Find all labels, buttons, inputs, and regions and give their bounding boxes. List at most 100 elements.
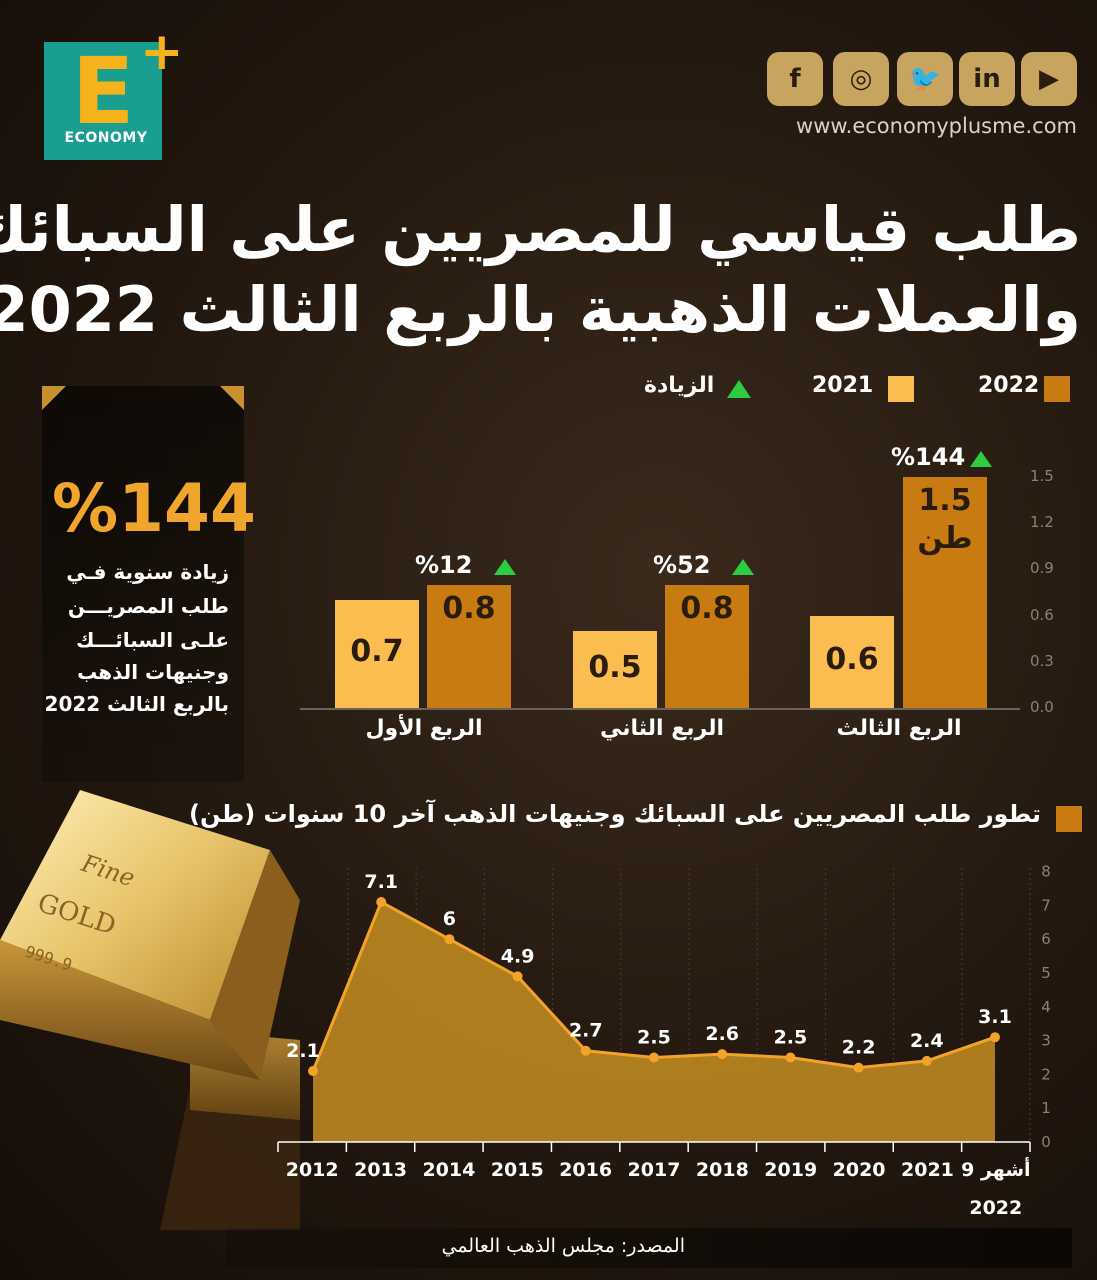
data-point [990, 1032, 1000, 1043]
data-label: 4.9 [501, 945, 535, 967]
linkedin-icon[interactable]: in [959, 52, 1015, 106]
increase-label: %144 [891, 443, 966, 471]
bar-y-tick: 1.2 [1030, 513, 1054, 532]
economy-logo: E + ECONOMY [44, 26, 184, 162]
line-chart-title: تطور طلب المصريين على السبائك وجنيهات ال… [189, 800, 1041, 828]
data-point [580, 1045, 591, 1056]
increase-label: %52 [653, 550, 711, 579]
logo-plus-icon: + [140, 22, 184, 82]
legend-label-2022: 2022 [978, 373, 1040, 398]
bar-2022-value: 0.8 [442, 590, 496, 626]
line-y-tick: 4 [1041, 998, 1051, 1016]
source-bar [226, 1228, 1072, 1268]
youtube-glyph: ▶ [1039, 64, 1059, 94]
x-tick-label: 2013 [354, 1159, 407, 1181]
website-link[interactable]: www.economyplusme.com [796, 114, 1077, 138]
side-panel-line-5: بالربع الثالث 2022 [44, 692, 229, 716]
bar-y-tick: 0.0 [1030, 698, 1054, 716]
data-point [785, 1052, 796, 1063]
bar-y-tick: 0.9 [1030, 559, 1054, 578]
instagram-glyph: ◎ [849, 64, 873, 94]
legend-label-2021: 2021 [812, 373, 874, 398]
legend-swatch-2022 [1044, 376, 1070, 402]
bar-2022-value: 1.5 [918, 483, 972, 518]
line-y-tick: 6 [1041, 930, 1051, 948]
legend-label-increase: الزيادة [644, 373, 715, 398]
facebook-icon[interactable]: f [767, 52, 823, 106]
bar-2021-value: 0.7 [350, 634, 404, 670]
bar-y-tick: 0.6 [1030, 605, 1054, 624]
increase-arrow-icon [970, 451, 992, 467]
x-tick-label: 2017 [628, 1159, 681, 1181]
page-title-line-2: والعملات الذهبية بالربع الثالث 2022 [0, 273, 1081, 346]
x-tick-label: 2020 [833, 1159, 886, 1181]
side-panel-line-1: زيادة سنوية فـي [66, 560, 229, 584]
gold-bar-illustration: Fine GOLD 999.9 [0, 790, 300, 1230]
data-point [512, 971, 523, 982]
data-label: 2.1 [286, 1040, 320, 1062]
bar-y-tick: 1.5 [1030, 467, 1054, 485]
quarter-label: الربع الثاني [600, 716, 724, 741]
x-tick-label: 2016 [559, 1159, 612, 1181]
x-tick-label: 2015 [491, 1159, 544, 1181]
instagram-icon[interactable]: ◎ [833, 52, 889, 106]
data-label: 2.6 [705, 1023, 739, 1045]
facebook-glyph: f [789, 64, 801, 94]
data-label: 2.2 [842, 1037, 876, 1059]
data-label: 2.5 [637, 1027, 671, 1049]
increase-arrow-icon [494, 558, 516, 575]
x-tick-label-line2: 2022 [969, 1197, 1022, 1219]
x-tick-label: 9 أشهر [961, 1157, 1030, 1181]
line-y-tick: 0 [1041, 1133, 1051, 1151]
data-point [853, 1062, 864, 1073]
youtube-icon[interactable]: ▶ [1021, 52, 1077, 106]
linkedin-glyph: in [973, 64, 1001, 94]
data-point [308, 1066, 318, 1077]
data-label: 6 [443, 908, 456, 930]
side-panel-line-2: طلب المصريـــن [67, 594, 229, 618]
data-label: 2.4 [910, 1030, 944, 1052]
data-point [376, 897, 387, 908]
line-chart-title-swatch [1056, 806, 1082, 832]
bar-2022-value: 0.8 [680, 590, 734, 626]
quarter-label: الربع الأول [365, 716, 483, 741]
bar-2021 [810, 615, 894, 708]
source-text: المصدر: مجلس الذهب العالمي [441, 1235, 685, 1257]
logo-letter: E [71, 38, 135, 145]
bar-2022 [903, 477, 987, 708]
data-label: 2.7 [569, 1020, 603, 1042]
data-label: 3.1 [978, 1006, 1012, 1028]
logo-word: ECONOMY [64, 130, 148, 146]
data-label: 2.5 [774, 1027, 808, 1049]
side-panel-line-4: وجنيهات الذهب [77, 660, 229, 684]
legend-increase-icon [727, 380, 751, 398]
bar-2022-unit: طن [917, 521, 973, 556]
x-tick-label: 2021 [901, 1159, 954, 1181]
area-fill [313, 902, 995, 1142]
side-panel-headline: %144 [52, 470, 256, 547]
page-title-line-1: طلب قياسي للمصريين على السبائك [0, 193, 1081, 266]
data-point [921, 1055, 932, 1066]
bar-2022 [665, 584, 749, 708]
increase-arrow-icon [732, 558, 754, 575]
line-y-tick: 3 [1041, 1032, 1051, 1050]
bar-2021-value: 0.6 [825, 641, 879, 677]
line-y-tick: 1 [1041, 1099, 1051, 1117]
logo-box [44, 42, 162, 160]
increase-label: %12 [415, 550, 473, 579]
line-y-tick: 5 [1041, 964, 1051, 982]
data-point [717, 1049, 728, 1060]
bar-2021-value: 0.5 [588, 649, 642, 685]
twitter-icon[interactable]: 🐦 [897, 52, 953, 106]
data-point [444, 934, 455, 945]
side-panel [42, 386, 244, 782]
bar-2021 [573, 631, 657, 708]
data-point [649, 1052, 659, 1063]
x-tick-label: 2019 [764, 1159, 817, 1181]
bar-2022 [427, 584, 511, 708]
bar-y-tick: 0.3 [1030, 651, 1054, 670]
line-y-tick: 7 [1041, 896, 1051, 914]
data-label: 7.1 [364, 871, 398, 893]
panel-corner-right [220, 386, 244, 410]
